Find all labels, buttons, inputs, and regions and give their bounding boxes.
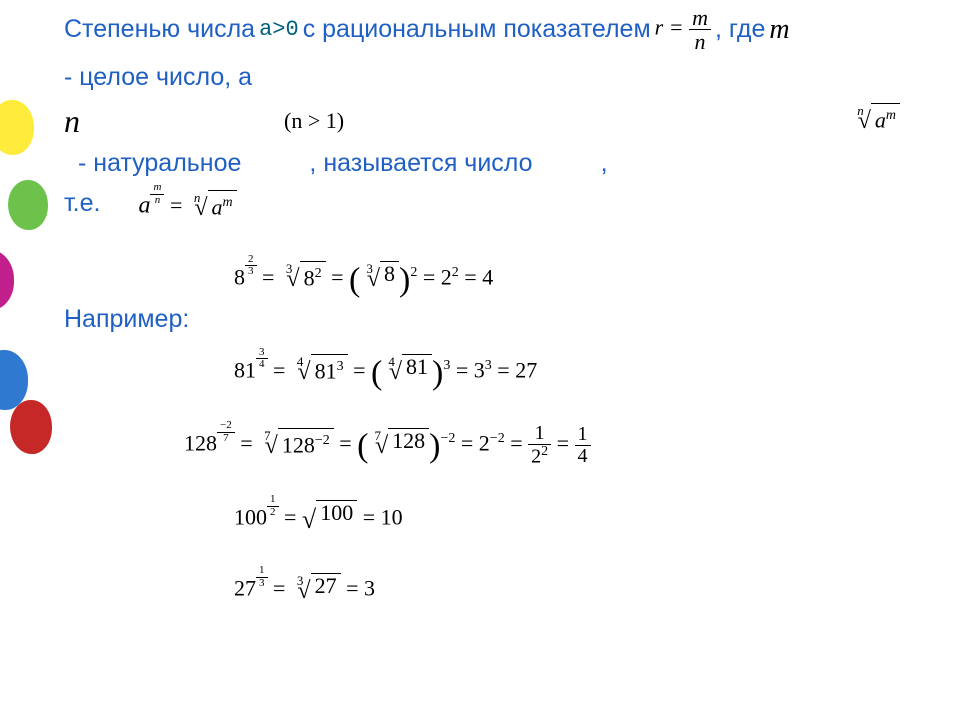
ex4-exp-den: 2 xyxy=(267,507,279,519)
ex1-exp-den: 3 xyxy=(245,266,257,278)
def-text-1: Степенью числа xyxy=(64,11,255,49)
ex3-root-base: 128 xyxy=(282,432,315,457)
r-eq-lhs: r = xyxy=(655,15,684,40)
slide-content: Степенью числа a>0 с рациональным показа… xyxy=(0,0,960,609)
ex3-root-idx: 7 xyxy=(264,426,271,446)
defeq-root-idx: n xyxy=(194,188,201,208)
ex3-root-exp: −2 xyxy=(315,433,330,448)
ex4-exp-num: 1 xyxy=(267,494,279,507)
example-4: 100 1 2 = √100 = 10 xyxy=(234,494,920,539)
ex1-sbase: 2 xyxy=(441,264,452,289)
ex2-exp-den: 4 xyxy=(256,359,268,371)
ex2-proot-idx: 4 xyxy=(388,352,395,372)
ex1-base: 8 xyxy=(234,264,245,289)
ex4-root-in: 100 xyxy=(316,500,357,525)
ex2-base: 81 xyxy=(234,357,256,382)
definition-line-4: т.е. a m n = n √ am xyxy=(64,182,920,226)
root-a-m-n: n √ am xyxy=(851,102,900,139)
ex3-exp-num: 2 xyxy=(226,419,232,431)
ex5-root-idx: 3 xyxy=(297,571,304,591)
defeq-root-exp: m xyxy=(223,195,233,210)
ex5-result: 3 xyxy=(364,576,375,601)
definition-line-2: n (n > 1) n √ am xyxy=(64,97,920,145)
ex2-root-idx: 4 xyxy=(297,352,304,372)
defeq-root-base: a xyxy=(212,194,223,219)
ex3-f1-denb: 2 xyxy=(531,446,541,468)
ex2-proot-in: 81 xyxy=(402,354,432,379)
ex3-f1-dene: 2 xyxy=(541,444,548,459)
ex3-f1-num: 1 xyxy=(528,423,551,445)
ex1-root-base: 8 xyxy=(304,266,315,291)
ex1-proot-idx: 3 xyxy=(366,259,373,279)
defeq-exp-den: n xyxy=(150,195,164,207)
a-condition: a>0 xyxy=(259,13,299,46)
definition-line-3: - натуральное , называется число , xyxy=(64,145,920,183)
ex3-f2-num: 1 xyxy=(575,424,591,446)
root-index: n xyxy=(857,101,864,121)
example-2: 81 3 4 = 4√813 = (4√81)3 = 33 = 27 xyxy=(234,347,920,391)
formula-r-eq: r = m n xyxy=(655,6,711,53)
ex2-sbase: 3 xyxy=(474,357,485,382)
def-text-3: , где xyxy=(715,11,765,49)
example-label: Например: xyxy=(64,301,920,339)
ex2-sexp: 3 xyxy=(485,358,492,373)
def-text-6: , называется число xyxy=(309,145,532,183)
ex3-sexp: −2 xyxy=(490,431,505,446)
ex2-pexp: 3 xyxy=(443,358,450,373)
ex3-proot-in: 128 xyxy=(388,428,429,453)
ex2-root-base: 81 xyxy=(315,359,337,384)
def-text-7: , xyxy=(601,145,608,183)
ex3-sbase: 2 xyxy=(479,431,490,456)
example-1: 8 2 3 = 3√82 = (3√8)2 = 22 = 4 xyxy=(234,254,920,298)
ex1-pexp: 2 xyxy=(410,265,417,280)
def-text-8: т.е. xyxy=(64,185,100,223)
example-3: 128 −2 7 = 7√128−2 = (7√128)−2 = 2−2 = 1… xyxy=(184,420,920,468)
root-base: a xyxy=(875,107,886,132)
ex1-proot-in: 8 xyxy=(380,261,399,286)
ex5-root-in: 27 xyxy=(311,573,341,598)
ex3-proot-idx: 7 xyxy=(374,426,381,446)
ex3-f2-den: 4 xyxy=(575,446,591,467)
ex3-pexp: −2 xyxy=(440,431,455,446)
definition-paragraph: Степенью числа a>0 с рациональным показа… xyxy=(64,6,920,97)
n-gt-1: (n > 1) xyxy=(284,104,344,137)
ex4-result: 10 xyxy=(381,505,403,530)
defeq-eq: = xyxy=(170,193,188,218)
defeq-exp-num: m xyxy=(150,182,164,195)
ex5-exp-den: 3 xyxy=(256,578,268,590)
ex5-base: 27 xyxy=(234,576,256,601)
def-text-2: с рациональным показателем xyxy=(303,11,651,49)
example-5: 27 1 3 = 3√27 = 3 xyxy=(234,565,920,609)
ex1-result: 4 xyxy=(482,264,493,289)
ex1-root-exp: 2 xyxy=(315,266,322,281)
ex1-sexp: 2 xyxy=(452,265,459,280)
def-text-5: - натуральное xyxy=(78,145,241,183)
ex3-base: 128 xyxy=(184,431,217,456)
defeq-base: a xyxy=(138,193,150,219)
ex5-exp-num: 1 xyxy=(256,565,268,578)
ex2-result: 27 xyxy=(515,357,537,382)
ex4-base: 100 xyxy=(234,505,267,530)
r-eq-num: m xyxy=(689,6,711,30)
m-symbol: m xyxy=(769,9,789,51)
ex3-exp-den: 7 xyxy=(217,433,235,445)
def-text-4: - целое число, а xyxy=(64,59,252,97)
root-exp: m xyxy=(886,108,896,123)
definition-equation: a m n = n √ am xyxy=(138,182,236,226)
n-symbol: n xyxy=(64,97,80,145)
ex2-root-exp: 3 xyxy=(337,359,344,374)
ex1-root-idx: 3 xyxy=(286,259,293,279)
r-eq-den: n xyxy=(689,30,711,53)
